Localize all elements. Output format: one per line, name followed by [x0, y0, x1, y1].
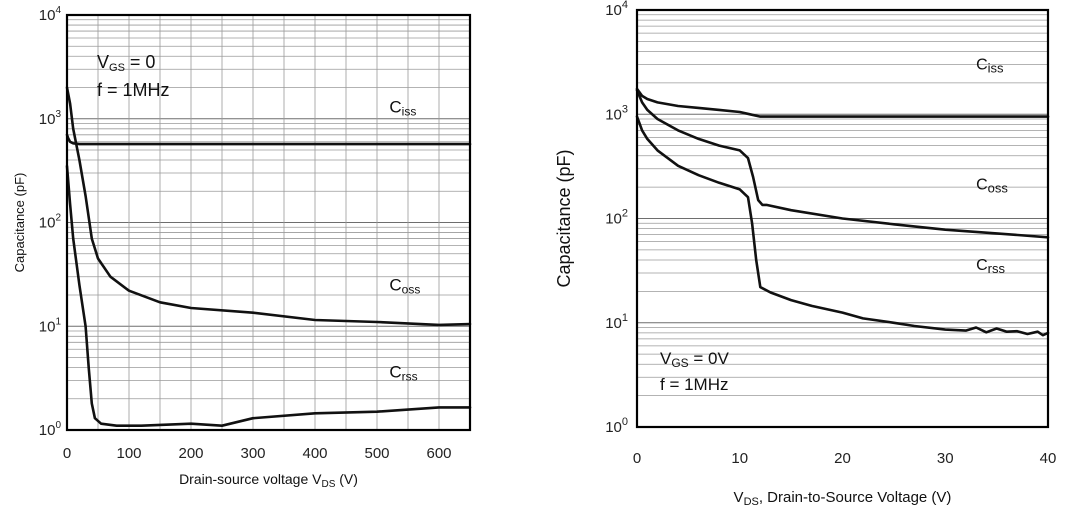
- right-curve-ciss: [635, 87, 1050, 118]
- right-y-tick-label: 104: [605, 0, 628, 19]
- left-y-tick-label: 103: [39, 109, 62, 128]
- left-x-tick-label: 400: [302, 445, 327, 462]
- left-x-tick-label: 500: [364, 445, 389, 462]
- right-y-tick-label: 101: [605, 312, 628, 332]
- left-y-tick-label: 102: [39, 213, 62, 232]
- right-x-tick-label: 30: [937, 450, 954, 467]
- right-y-axis-label: Capacitance (pF): [554, 149, 574, 287]
- right-label-coss: Coss: [976, 176, 1008, 195]
- right-condition-0: VGS = 0V: [660, 349, 730, 370]
- left-x-axis-label: Drain-source voltage VDS (V): [179, 471, 358, 490]
- left-x-tick-label: 100: [116, 445, 141, 462]
- right-horizontal-gridlines: [637, 9, 1048, 428]
- left-x-tick-label: 600: [426, 445, 451, 462]
- right-label-ciss: Ciss: [976, 56, 1004, 75]
- right-plot-frame: [635, 8, 1050, 429]
- left-condition-1: f = 1MHz: [97, 80, 170, 100]
- right-curve-coss: [635, 88, 1050, 239]
- right-x-axis-label: VDS, Drain-to-Source Voltage (V): [734, 489, 952, 508]
- left-curve-crss: [65, 164, 472, 428]
- left-y-tick-label: 104: [39, 5, 62, 24]
- right-label-crss: Crss: [976, 257, 1005, 276]
- left-vertical-gridlines: [97, 15, 440, 430]
- left-curve-ciss: [65, 133, 472, 146]
- left-plot-frame: [65, 13, 472, 432]
- left-y-tick-label: 101: [39, 316, 62, 335]
- left-x-tick-label: 0: [63, 445, 71, 462]
- left-curve-coss: [65, 86, 472, 327]
- left-x-tick-label: 200: [178, 445, 203, 462]
- right-curve-crss: [635, 115, 1050, 337]
- right-y-tick-label: 103: [605, 103, 628, 123]
- left-x-tick-label: 300: [240, 445, 265, 462]
- right-x-tick-label: 40: [1040, 450, 1057, 467]
- left-label-ciss: Ciss: [389, 97, 416, 118]
- left-label-coss: Coss: [389, 276, 420, 297]
- left-condition-0: VGS = 0: [97, 52, 155, 74]
- right-x-tick-label: 20: [834, 450, 851, 467]
- left-y-axis-label: Capacitance (pF): [12, 173, 27, 273]
- right-x-tick-label: 10: [731, 450, 748, 467]
- right-condition-1: f = 1MHz: [660, 375, 729, 394]
- left-y-tick-label: 100: [39, 420, 62, 439]
- right-y-tick-label: 100: [605, 416, 628, 436]
- right-x-tick-label: 0: [633, 450, 641, 467]
- left-label-crss: Crss: [389, 363, 417, 384]
- left-horizontal-gridlines: [67, 14, 470, 431]
- right-y-tick-label: 102: [605, 208, 628, 228]
- right-capacitance-chart: Ciss Coss Crss 0 10 20 30 40 100 101 102 103 104 VDS,…: [554, 0, 1056, 508]
